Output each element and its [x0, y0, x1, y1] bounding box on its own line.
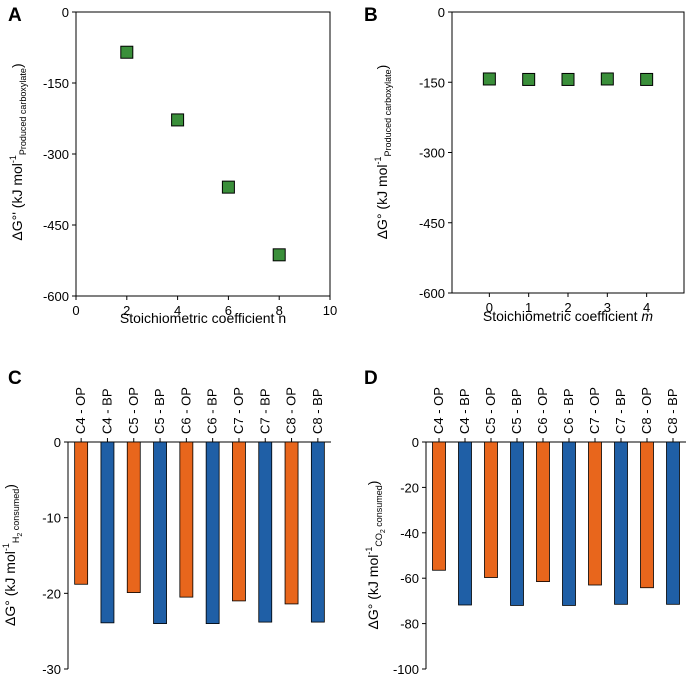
panel-b-xtick-label: 2: [564, 300, 571, 315]
panel-b-ytick-label: -600: [419, 286, 445, 301]
panel-b-xlabel: Stoichiometric coefficient m: [483, 308, 653, 324]
panel-d-category-label: C7 - BP: [613, 388, 628, 434]
panel-d-ytick-label: -20: [400, 480, 419, 495]
panel-a-ytick-label: -600: [43, 289, 69, 304]
panel-b-ytick-label: 0: [438, 5, 445, 20]
panel-c-category-label: C5 - BP: [152, 388, 167, 434]
panel-a-point: [221, 180, 235, 194]
panel-c-bar: [284, 441, 299, 605]
panel-d-category-label: C5 - BP: [509, 388, 524, 434]
panel-d-bar: [458, 441, 472, 606]
panel-b-ylabel: ΔG° (kJ mol-1Produced carboxylate): [373, 65, 393, 240]
panel-a-xlabel: Stoichiometric coefficient n: [120, 310, 286, 326]
panel-b-ytick-label: -150: [419, 75, 445, 90]
panel-c-ylabel: ΔG° (kJ mol-1H2 consumed): [1, 484, 24, 626]
panel-d-ytick-label: -100: [393, 662, 419, 677]
panel-a-xtick-label: 0: [72, 303, 79, 318]
panel-d-category-label: C4 - OP: [431, 387, 446, 434]
panel-d-category-label: C8 - BP: [665, 388, 680, 434]
panel-d: D 0 -20 -40 -60 -80 -100 C4 - OP C4 - BP C5 - OP C…: [364, 368, 686, 677]
panel-d-bar: [536, 441, 550, 583]
panel-d-category-label: C6 - BP: [561, 388, 576, 434]
panel-d-category-label: C7 - OP: [587, 387, 602, 434]
panel-c-bar: [74, 441, 89, 585]
panel-d-bar: [588, 441, 602, 586]
panel-c-category-label: C6 - BP: [205, 388, 220, 434]
panel-a-point: [272, 248, 286, 262]
panel-c-ytick-label: -30: [42, 662, 61, 677]
panel-b-xtick-label: 4: [643, 300, 650, 315]
panel-a-frame: [75, 11, 331, 297]
panel-a-xtick-label: 8: [276, 303, 283, 318]
panel-d-category-label: C5 - OP: [483, 387, 498, 434]
panel-c-category-label: C4 - OP: [73, 387, 88, 434]
panel-b-ytick-label: -450: [419, 216, 445, 231]
panel-c-bar: [100, 441, 115, 624]
panel-b-point: [640, 72, 654, 86]
panel-c-letter: C: [8, 368, 22, 389]
panel-a-point: [120, 45, 134, 59]
panel-b-point: [522, 72, 536, 86]
panel-b-point: [561, 72, 575, 86]
panel-a-ytick-label: -150: [43, 76, 69, 91]
panel-d-category-label: C4 - BP: [457, 388, 472, 434]
panel-c-bar: [179, 441, 194, 598]
panel-d-category-label: C8 - OP: [639, 387, 654, 434]
panel-d-bar: [614, 441, 628, 605]
panel-b-letter: B: [364, 5, 378, 26]
panel-a-xtick-label: 6: [225, 303, 232, 318]
panel-b-frame: [451, 11, 685, 294]
panel-a-ytick-label: 0: [62, 5, 69, 20]
panel-c-ytick-label: 0: [54, 435, 61, 450]
panel-a-xtick-label: 10: [323, 303, 337, 318]
panel-b-point: [600, 72, 614, 86]
panel-d-ytick-label: -60: [400, 571, 419, 586]
panel-c-bar: [126, 441, 141, 593]
panel-c-bar: [258, 441, 273, 623]
panel-c-ytick-label: -20: [42, 586, 61, 601]
panel-d-ylabel: ΔG° (kJ mol-1CO2 consumed): [364, 481, 387, 630]
panel-c-category-label: C6 - OP: [178, 387, 193, 434]
panel-c-bar: [153, 441, 167, 625]
panel-c-category-label: C5 - OP: [126, 387, 141, 434]
panel-d-ytick-label: -80: [400, 617, 419, 632]
panel-c-category-label: C7 - BP: [257, 388, 272, 434]
panel-a-letter: A: [8, 5, 22, 26]
panel-b-xtick-label: 0: [486, 300, 493, 315]
panel-c-bar: [232, 441, 246, 602]
panel-d-bar: [432, 441, 446, 571]
panel-a-xtick-label: 2: [123, 303, 130, 318]
panel-d-letter: D: [364, 368, 378, 389]
panel-d-bar: [640, 441, 654, 589]
panel-d-category-label: C6 - OP: [535, 387, 550, 434]
panel-c-category-label: C8 - BP: [310, 388, 325, 434]
panel-d-ytick-label: 0: [412, 435, 419, 450]
panel-b-xtick-label: 3: [604, 300, 611, 315]
panel-c-category-label: C4 - BP: [99, 388, 114, 434]
panel-a-xtick-label: 4: [174, 303, 181, 318]
panel-b-point: [482, 72, 496, 86]
panel-c-category-label: C7 - OP: [231, 387, 246, 434]
panel-c-bar: [310, 441, 325, 623]
panel-c-bar: [205, 441, 220, 625]
panel-c-ytick-label: -10: [42, 511, 61, 526]
panel-d-bar: [510, 441, 524, 606]
panel-d-bar: [562, 441, 576, 606]
panel-a-ytick-label: -450: [43, 218, 69, 233]
panel-a-ylabel: ΔG°' (kJ mol-1Produced carboxylate): [8, 63, 28, 240]
panel-d-ytick-label: -40: [400, 526, 419, 541]
panel-b-ytick-label: -300: [419, 146, 445, 161]
panel-d-bar: [666, 441, 680, 605]
panel-d-bar: [484, 441, 498, 578]
panel-b-xtick-label: 1: [525, 300, 532, 315]
panel-a-point: [171, 113, 185, 127]
panel-c-category-label: C8 - OP: [284, 387, 299, 434]
panel-c: C 0 -10 -20 -30 C4 - OP C4 - BP C5 - OP C5 - BP C…: [1, 368, 331, 677]
panel-a-ytick-label: -300: [43, 147, 69, 162]
